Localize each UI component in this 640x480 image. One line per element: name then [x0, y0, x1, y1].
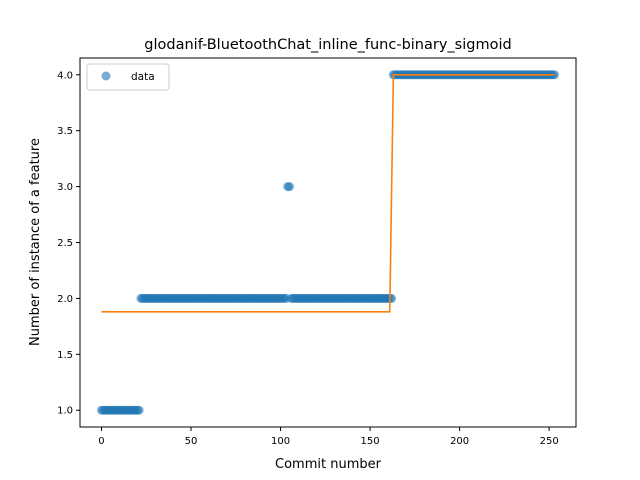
x-tick-label: 250	[540, 436, 559, 447]
x-axis-label: Commit number	[275, 457, 382, 472]
legend-label-data: data	[131, 71, 155, 83]
legend-box	[86, 63, 170, 91]
y-tick-label: 2.5	[57, 238, 73, 249]
y-tick-label: 1.5	[57, 350, 73, 361]
chart-title: glodanif-BluetoothChat_inline_func-binar…	[144, 37, 511, 53]
fit-line-layer	[101, 73, 555, 313]
x-axis: 0 50 100 150 200 250	[98, 427, 559, 447]
y-axis-label: Number of instance of a feature	[28, 138, 43, 346]
y-tick-label: 1.0	[57, 406, 73, 417]
x-tick-label: 50	[185, 436, 198, 447]
x-tick-label: 0	[98, 436, 104, 447]
data-point	[134, 405, 144, 415]
data-point	[387, 293, 397, 303]
x-tick-label: 150	[361, 436, 380, 447]
plot-area	[79, 57, 577, 428]
y-tick-label: 3.5	[57, 126, 73, 137]
y-axis: 1.0 1.5 2.0 2.5 3.0 3.5 4.0	[57, 70, 80, 417]
data-points	[96, 70, 560, 415]
x-tick-label: 200	[450, 436, 469, 447]
legend: data	[86, 63, 170, 91]
y-tick-label: 4.0	[57, 70, 73, 81]
y-tick-label: 3.0	[57, 182, 73, 193]
data-point	[550, 70, 560, 80]
legend-marker	[101, 71, 111, 81]
y-tick-label: 2.0	[57, 294, 73, 305]
x-tick-label: 100	[271, 436, 290, 447]
fit-line	[101, 73, 555, 313]
data-point	[285, 182, 295, 192]
